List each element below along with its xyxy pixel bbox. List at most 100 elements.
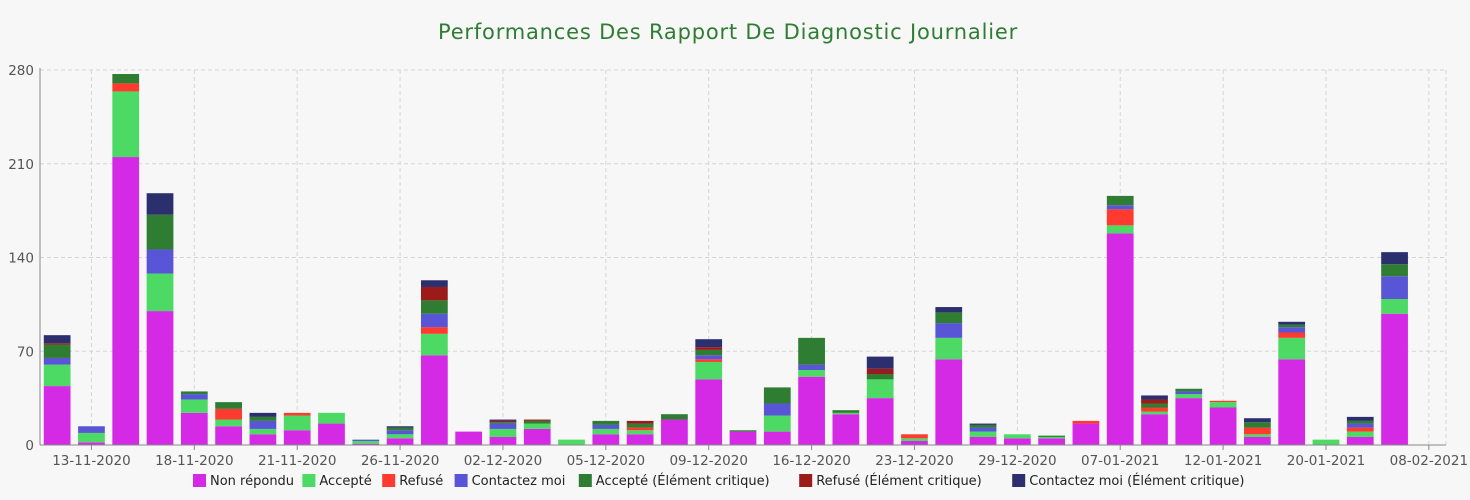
bar-segment-series-3-bar-11	[420, 313, 448, 328]
bar-segment-series-1-bar-17	[626, 430, 654, 435]
legend-item[interactable]: Accepté (Élément critique)	[578, 473, 770, 489]
y-tick-label: 0	[25, 438, 34, 454]
bar-segment-series-1-bar-3	[146, 273, 174, 312]
bar-segment-series-0-bar-0	[43, 386, 71, 445]
legend: Non répondu Accepté Refusé Contactez moi Acc…	[193, 473, 1244, 489]
bar-segment-series-3-bar-33	[1175, 391, 1203, 395]
legend-item[interactable]: Refusé (Élément critique)	[799, 473, 982, 489]
x-tick-label: 21-11-2020	[258, 453, 336, 469]
legend-label: Non répondu	[210, 474, 294, 489]
bar-segment-series-1-bar-33	[1175, 394, 1203, 399]
chart-title: Performances Des Rapport De Diagnostic J…	[437, 20, 1019, 44]
bar-segment-series-2-bar-31	[1106, 209, 1134, 226]
bar-segment-series-6-bar-24	[866, 356, 894, 369]
x-tick-label: 18-11-2020	[155, 453, 233, 469]
bar-segment-series-0-bar-24	[866, 398, 894, 445]
bar-segment-series-1-bar-2	[112, 91, 140, 158]
bar-segment-series-1-bar-22	[798, 370, 825, 377]
bar-segment-series-4-bar-31	[1106, 195, 1134, 206]
bar-segment-series-0-bar-31	[1106, 233, 1134, 445]
x-tick-label: 26-11-2020	[361, 453, 439, 469]
bar-segment-series-0-bar-35	[1244, 436, 1271, 445]
bar-segment-series-5-bar-32	[1141, 399, 1168, 404]
bar-segment-series-6-bar-13	[489, 419, 517, 421]
bar-segment-series-2-bar-17	[626, 427, 654, 431]
bar-segment-series-0-bar-8	[318, 423, 345, 445]
bar-segment-series-2-bar-34	[1209, 400, 1237, 403]
legend-swatch	[382, 474, 396, 487]
bar-segment-series-1-bar-39	[1381, 299, 1408, 314]
legend-item[interactable]: Contactez moi (Élément critique)	[1012, 473, 1244, 489]
bar-segment-series-1-bar-14	[523, 423, 551, 429]
legend-swatch	[1012, 474, 1026, 487]
bar-segment-series-0-bar-9	[352, 443, 380, 445]
bar-segment-series-5-bar-19	[695, 347, 723, 350]
bar-segment-series-4-bar-36	[1278, 324, 1306, 328]
x-tick-label: 07-01-2021	[1081, 453, 1159, 469]
legend-item[interactable]: Non répondu	[193, 474, 294, 489]
bar-segment-series-1-bar-31	[1106, 225, 1134, 234]
bar-segment-series-4-bar-18	[661, 414, 688, 420]
bar-segment-series-1-bar-34	[1209, 402, 1237, 408]
legend-item[interactable]: Accepté	[302, 474, 372, 489]
bar-segment-series-3-bar-26	[935, 323, 963, 338]
y-tick-label: 280	[8, 63, 34, 79]
legend-swatch	[578, 474, 592, 487]
legend-item[interactable]: Refusé	[382, 474, 443, 489]
legend-label: Accepté (Élément critique)	[596, 473, 770, 489]
bar-segment-series-3-bar-36	[1278, 327, 1306, 333]
bar-segment-series-0-bar-5	[215, 426, 242, 445]
bar-segment-series-6-bar-10	[386, 426, 414, 428]
bar-segment-series-0-bar-1	[78, 442, 105, 445]
bar-segment-series-0-bar-36	[1278, 359, 1306, 445]
bar-segment-series-0-bar-22	[798, 376, 825, 445]
bar-segment-series-4-bar-11	[420, 300, 448, 314]
legend-label: Contactez moi (Élément critique)	[1029, 473, 1244, 489]
bar-segment-series-2-bar-2	[112, 83, 140, 92]
bar-segment-series-4-bar-13	[489, 422, 517, 424]
bar-segment-series-0-bar-28	[1003, 438, 1031, 445]
legend-swatch	[454, 474, 468, 487]
y-tick-label: 70	[17, 344, 34, 360]
bar-segment-series-1-bar-38	[1346, 431, 1374, 437]
bar-segment-series-1-bar-19	[695, 361, 723, 380]
bar-segment-series-1-bar-26	[935, 337, 963, 360]
bar-segment-series-6-bar-39	[1381, 252, 1408, 265]
bar-segment-series-1-bar-0	[43, 364, 71, 387]
bar-segment-series-0-bar-3	[146, 311, 174, 445]
bar-segment-series-4-bar-24	[866, 374, 894, 380]
bar-segment-series-1-bar-9	[352, 440, 380, 444]
bar-segment-series-4-bar-17	[626, 423, 654, 428]
bar-segment-series-0-bar-20	[729, 431, 757, 445]
bar-segment-series-1-bar-7	[283, 415, 311, 431]
bar-segment-series-6-bar-3	[146, 193, 174, 215]
bar-segment-series-6-bar-11	[420, 280, 448, 287]
bar-segment-series-0-bar-38	[1346, 436, 1374, 445]
bar-segment-series-6-bar-38	[1346, 416, 1374, 421]
bar-segment-series-0-bar-25	[901, 440, 928, 445]
bar-segment-series-1-bar-5	[215, 419, 242, 427]
bar-segment-series-1-bar-15	[558, 439, 585, 445]
bar-segment-series-3-bar-10	[386, 430, 414, 435]
bar-segment-series-5-bar-0	[43, 343, 71, 345]
bar-segment-series-0-bar-13	[489, 436, 517, 445]
bar-segment-series-0-bar-29	[1038, 438, 1066, 445]
bar-segment-series-4-bar-16	[592, 420, 620, 425]
x-tick-label: 08-02-2021	[1390, 453, 1468, 469]
bar-segment-series-1-bar-21	[763, 415, 791, 432]
bar-segment-series-5-bar-17	[626, 420, 654, 424]
bar-segment-series-1-bar-1	[78, 432, 105, 443]
bar-segment-series-0-bar-19	[695, 379, 723, 445]
bar-segment-series-6-bar-26	[935, 307, 963, 313]
bar-segment-series-6-bar-32	[1141, 395, 1168, 400]
bar-segment-series-1-bar-28	[1003, 434, 1031, 439]
y-tick-label: 210	[8, 157, 34, 173]
bar-segment-series-2-bar-11	[420, 327, 448, 334]
bar-segment-series-1-bar-32	[1141, 411, 1168, 415]
legend-item[interactable]: Contactez moi	[454, 474, 566, 489]
bar-segment-series-6-bar-19	[695, 339, 723, 348]
bar-segment-series-0-bar-30	[1072, 423, 1100, 445]
bar-segment-series-3-bar-38	[1346, 423, 1374, 428]
